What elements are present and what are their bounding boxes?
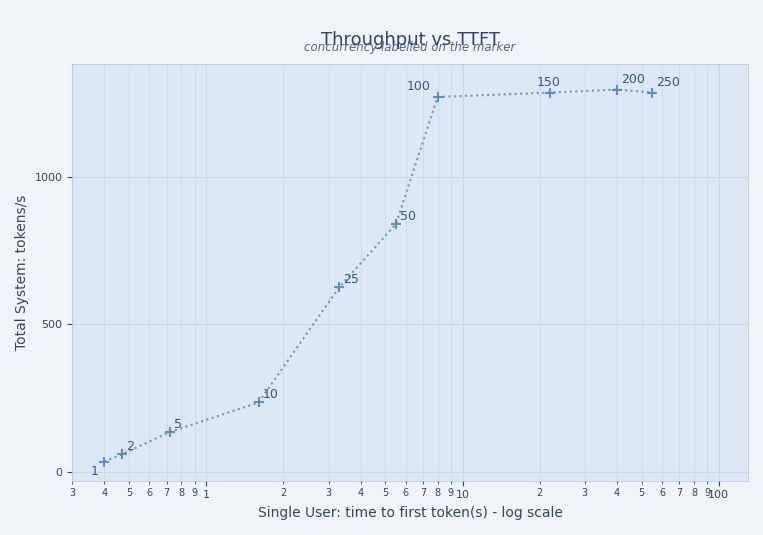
Text: 25: 25	[343, 273, 359, 286]
Text: 2: 2	[127, 440, 134, 453]
Text: concurrency labelled on the marker: concurrency labelled on the marker	[304, 41, 516, 54]
Y-axis label: Total System: tokens/s: Total System: tokens/s	[15, 195, 29, 350]
Text: 250: 250	[656, 75, 681, 89]
Text: 200: 200	[621, 73, 645, 86]
Text: 50: 50	[400, 210, 416, 223]
Text: 10: 10	[262, 388, 278, 401]
Text: 1: 1	[90, 465, 98, 478]
Text: 5: 5	[174, 418, 182, 431]
Text: 100: 100	[407, 80, 431, 93]
Title: Throughput vs TTFT: Throughput vs TTFT	[320, 31, 500, 49]
Text: 150: 150	[536, 75, 560, 89]
X-axis label: Single User: time to first token(s) - log scale: Single User: time to first token(s) - lo…	[258, 506, 562, 520]
